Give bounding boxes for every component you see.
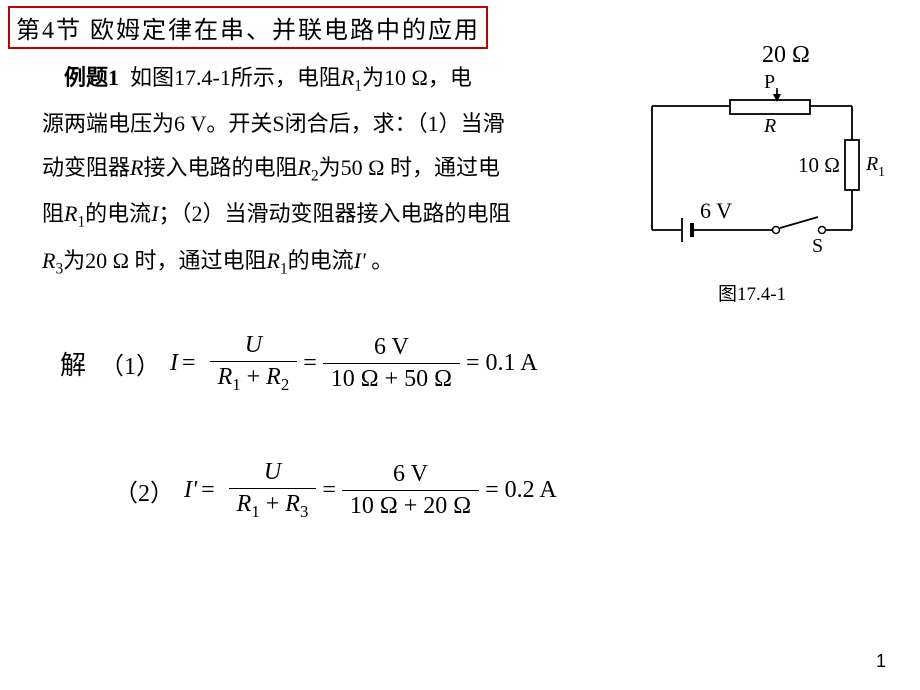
sub-1: 1 <box>280 260 288 277</box>
section-title: 第4节 欧姆定律在串、并联电路中的应用 <box>8 6 488 49</box>
text-part: ；（2）当滑动变阻器接入电路的电阻 <box>159 201 511 226</box>
circuit-svg: 20 Ω P R 10 Ω R 1 6 V <box>612 40 892 270</box>
var-R2: R <box>297 155 310 180</box>
var: R <box>266 364 281 390</box>
label-20ohm: 20 Ω <box>762 42 810 68</box>
label-P: P <box>764 71 775 93</box>
text-part: 的电流 <box>85 201 151 226</box>
label-R1: R <box>865 153 878 175</box>
var-R: R <box>130 155 143 180</box>
part-number: （2） <box>114 473 174 508</box>
label-R1-sub: 1 <box>878 165 885 180</box>
fraction-2: 6 V 10 Ω + 50 Ω <box>323 332 460 395</box>
label-R: R <box>763 115 776 137</box>
page-number: 1 <box>876 651 886 672</box>
equals: = <box>322 477 336 504</box>
label-6v: 6 V <box>700 198 732 223</box>
resistor-R1 <box>845 140 859 190</box>
plus: + <box>260 491 286 517</box>
equation-1: 解 （1） I = U R1 + R2 = 6 V 10 Ω + 50 Ω = … <box>60 330 760 397</box>
figure-caption: 图17.4-1 <box>612 279 892 306</box>
problem-line-5: R3为20 Ω 时，通过电阻R1的电流I' 。 <box>42 239 612 285</box>
problem-line-1: 例题1 如图17.4-1所示，电阻R1为10 Ω，电 <box>42 56 612 102</box>
denominator: R1 + R2 <box>210 362 298 397</box>
problem-text: 例题1 如图17.4-1所示，电阻R1为10 Ω，电 源两端电压为6 V。开关S… <box>42 56 612 285</box>
denominator: 10 Ω + 20 Ω <box>342 491 479 522</box>
solution-label: 解 <box>60 345 86 382</box>
var-Iprime: I' <box>354 248 366 273</box>
sub-2: 2 <box>311 168 319 185</box>
text-part: 为20 Ω 时，通过电阻 <box>63 248 266 273</box>
equals: = <box>201 477 215 504</box>
equals: = <box>303 350 317 377</box>
solution: 解 （1） I = U R1 + R2 = 6 V 10 Ω + 50 Ω = … <box>60 330 760 584</box>
var: R <box>237 491 252 517</box>
sub: 1 <box>251 502 259 521</box>
result: = 0.1 A <box>466 350 538 377</box>
equals: = <box>182 350 196 377</box>
sub: 1 <box>232 375 240 394</box>
problem-line-2: 源两端电压为6 V。开关S闭合后，求：（1）当滑 <box>42 102 612 146</box>
text-part: 为50 Ω 时，通过电 <box>319 155 500 180</box>
var-R1: R <box>267 248 280 273</box>
sub: 3 <box>300 502 308 521</box>
var-I: I <box>170 350 178 377</box>
numerator: U <box>256 457 289 488</box>
var-R3: R <box>42 248 55 273</box>
switch-terminal <box>819 227 826 234</box>
numerator: 6 V <box>366 332 417 363</box>
problem-line-4: 阻R1的电流I；（2）当滑动变阻器接入电路的电阻 <box>42 192 612 238</box>
plus: + <box>241 364 267 390</box>
fraction-2: 6 V 10 Ω + 20 Ω <box>342 459 479 522</box>
var: R <box>285 491 300 517</box>
text-part: 动变阻器 <box>42 155 130 180</box>
sub-3: 3 <box>55 260 63 277</box>
text-part: 如图17.4-1所示，电阻 <box>130 65 341 90</box>
problem-line-3: 动变阻器R接入电路的电阻R2为50 Ω 时，通过电 <box>42 146 612 192</box>
var-Iprime: I' <box>184 477 197 504</box>
rheostat <box>730 100 810 114</box>
part-number: （1） <box>100 346 160 381</box>
label-S: S <box>812 235 823 257</box>
text-part: 接入电路的电阻 <box>143 155 297 180</box>
text-part: 。 <box>366 248 394 273</box>
equation-2: （2） I' = U R1 + R3 = 6 V 10 Ω + 20 Ω = 0… <box>114 457 760 524</box>
text-part: 的电流 <box>288 248 354 273</box>
numerator: U <box>237 330 270 361</box>
text-part: 为10 Ω，电 <box>362 65 472 90</box>
sub-1: 1 <box>354 77 362 94</box>
text-part: 阻 <box>42 201 64 226</box>
switch-arm <box>780 217 818 228</box>
numerator: 6 V <box>385 459 436 490</box>
var-R1: R <box>341 65 354 90</box>
var: R <box>218 364 233 390</box>
var-I: I <box>151 201 158 226</box>
label-10ohm: 10 Ω <box>798 153 840 177</box>
denominator: R1 + R3 <box>229 489 317 524</box>
circuit-diagram: 20 Ω P R 10 Ω R 1 6 V <box>612 40 892 306</box>
result: = 0.2 A <box>485 477 557 504</box>
example-label: 例题1 <box>64 65 119 90</box>
switch-terminal <box>773 227 780 234</box>
var-R1: R <box>64 201 77 226</box>
fraction-1: U R1 + R3 <box>229 457 317 524</box>
fraction-1: U R1 + R2 <box>210 330 298 397</box>
denominator: 10 Ω + 50 Ω <box>323 364 460 395</box>
sub: 2 <box>281 375 289 394</box>
